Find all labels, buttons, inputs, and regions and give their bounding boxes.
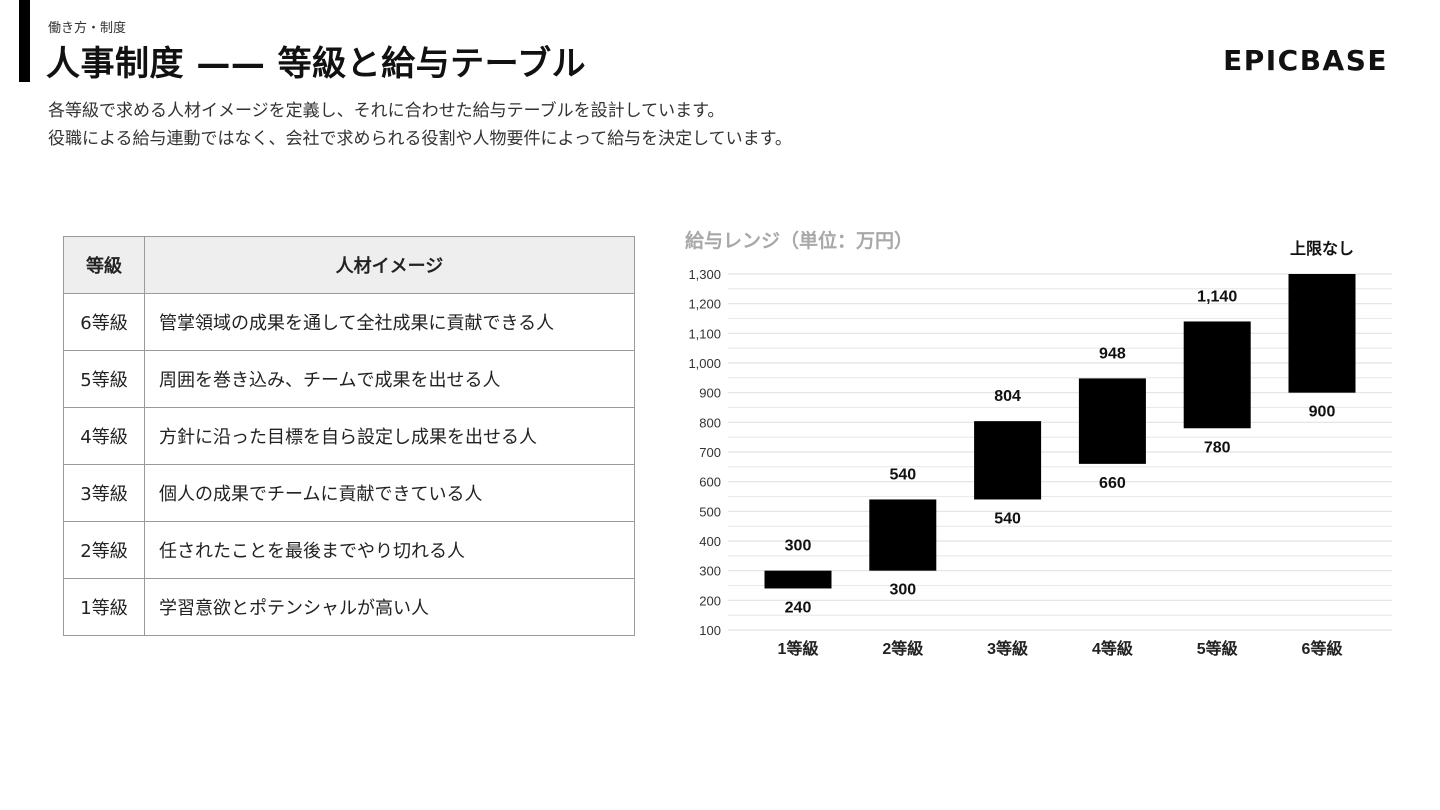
table-header-row: 等級 人材イメージ [63,236,635,294]
brand-logo: EPICBASE [1223,44,1388,77]
page-title: 人事制度 —— 等級と給与テーブル [46,44,587,84]
description-line-2: 役職による給与連動ではなく、会社で求められる役割や人物要件によって給与を決定して… [48,129,792,149]
max-value-label: 804 [994,388,1021,405]
image-cell: 学習意欲とポテンシャルが高い人 [144,578,635,636]
min-value-label: 780 [1204,439,1231,456]
salary-range-bar [1078,378,1146,464]
image-cell: 周囲を巻き込み、チームで成果を出せる人 [144,350,635,408]
x-category-label: 6等級 [1302,639,1343,658]
salary-range-bar [869,499,937,571]
y-tick-label: 800 [699,415,721,430]
breadcrumb: 働き方・制度 [48,21,127,36]
table-row: 3等級 個人の成果でチームに貢献できている人 [63,464,635,522]
table-row: 5等級 周囲を巻き込み、チームで成果を出せる人 [63,350,635,408]
grade-column-header: 等級 [63,236,145,294]
description-line-1: 各等級で求める人材イメージを定義し、それに合わせた給与テーブルを設計しています。 [48,101,725,121]
min-value-label: 240 [785,599,812,616]
max-value-label: 948 [1099,345,1126,362]
y-tick-label: 900 [699,386,721,401]
y-tick-label: 300 [699,564,721,579]
min-value-label: 540 [994,510,1021,527]
y-tick-label: 1,100 [688,326,721,341]
y-tick-label: 600 [699,475,721,490]
max-value-label: 540 [889,466,916,483]
min-value-label: 300 [889,582,916,599]
x-category-label: 1等級 [778,639,819,658]
image-cell: 個人の成果でチームに貢献できている人 [144,464,635,522]
max-value-label: 1,140 [1197,288,1237,305]
x-category-label: 5等級 [1197,639,1238,658]
y-tick-label: 700 [699,445,721,460]
y-tick-label: 1,000 [688,356,721,371]
grade-table: 等級 人材イメージ 6等級 管掌領域の成果を通して全社成果に貢献できる人 5等級… [63,236,635,636]
chart-title: 給与レンジ（単位：万円） [685,230,914,252]
grade-cell: 6等級 [63,293,145,351]
x-category-label: 4等級 [1092,639,1133,658]
image-cell: 管掌領域の成果を通して全社成果に貢献できる人 [144,293,635,351]
y-tick-label: 100 [699,623,721,638]
x-category-label: 3等級 [987,639,1028,658]
grade-cell: 5等級 [63,350,145,408]
image-column-header: 人材イメージ [144,236,635,294]
x-category-label: 2等級 [882,639,923,658]
image-cell: 方針に沿った目標を自ら設定し成果を出せる人 [144,407,635,465]
table-row: 2等級 任されたことを最後までやり切れる人 [63,521,635,579]
grade-cell: 3等級 [63,464,145,522]
y-tick-label: 400 [699,534,721,549]
table-row: 4等級 方針に沿った目標を自ら設定し成果を出せる人 [63,407,635,465]
max-value-label: 上限なし [1290,240,1354,258]
table-row: 6等級 管掌領域の成果を通して全社成果に貢献できる人 [63,293,635,351]
grade-cell: 4等級 [63,407,145,465]
grade-cell: 2等級 [63,521,145,579]
y-tick-label: 1,300 [688,267,721,282]
y-tick-label: 1,200 [688,297,721,312]
grade-cell: 1等級 [63,578,145,636]
salary-range-bar [1183,321,1251,429]
y-tick-label: 200 [699,593,721,608]
table-row: 1等級 学習意欲とポテンシャルが高い人 [63,578,635,636]
image-cell: 任されたことを最後までやり切れる人 [144,521,635,579]
salary-range-bar [1288,274,1356,393]
y-tick-label: 500 [699,504,721,519]
accent-bar [19,0,30,82]
description: 各等級で求める人材イメージを定義し、それに合わせた給与テーブルを設計しています。… [48,97,792,153]
salary-range-bar [764,570,832,589]
min-value-label: 660 [1099,475,1126,492]
salary-range-bar [974,421,1042,500]
max-value-label: 300 [785,538,812,555]
min-value-label: 900 [1309,404,1336,421]
